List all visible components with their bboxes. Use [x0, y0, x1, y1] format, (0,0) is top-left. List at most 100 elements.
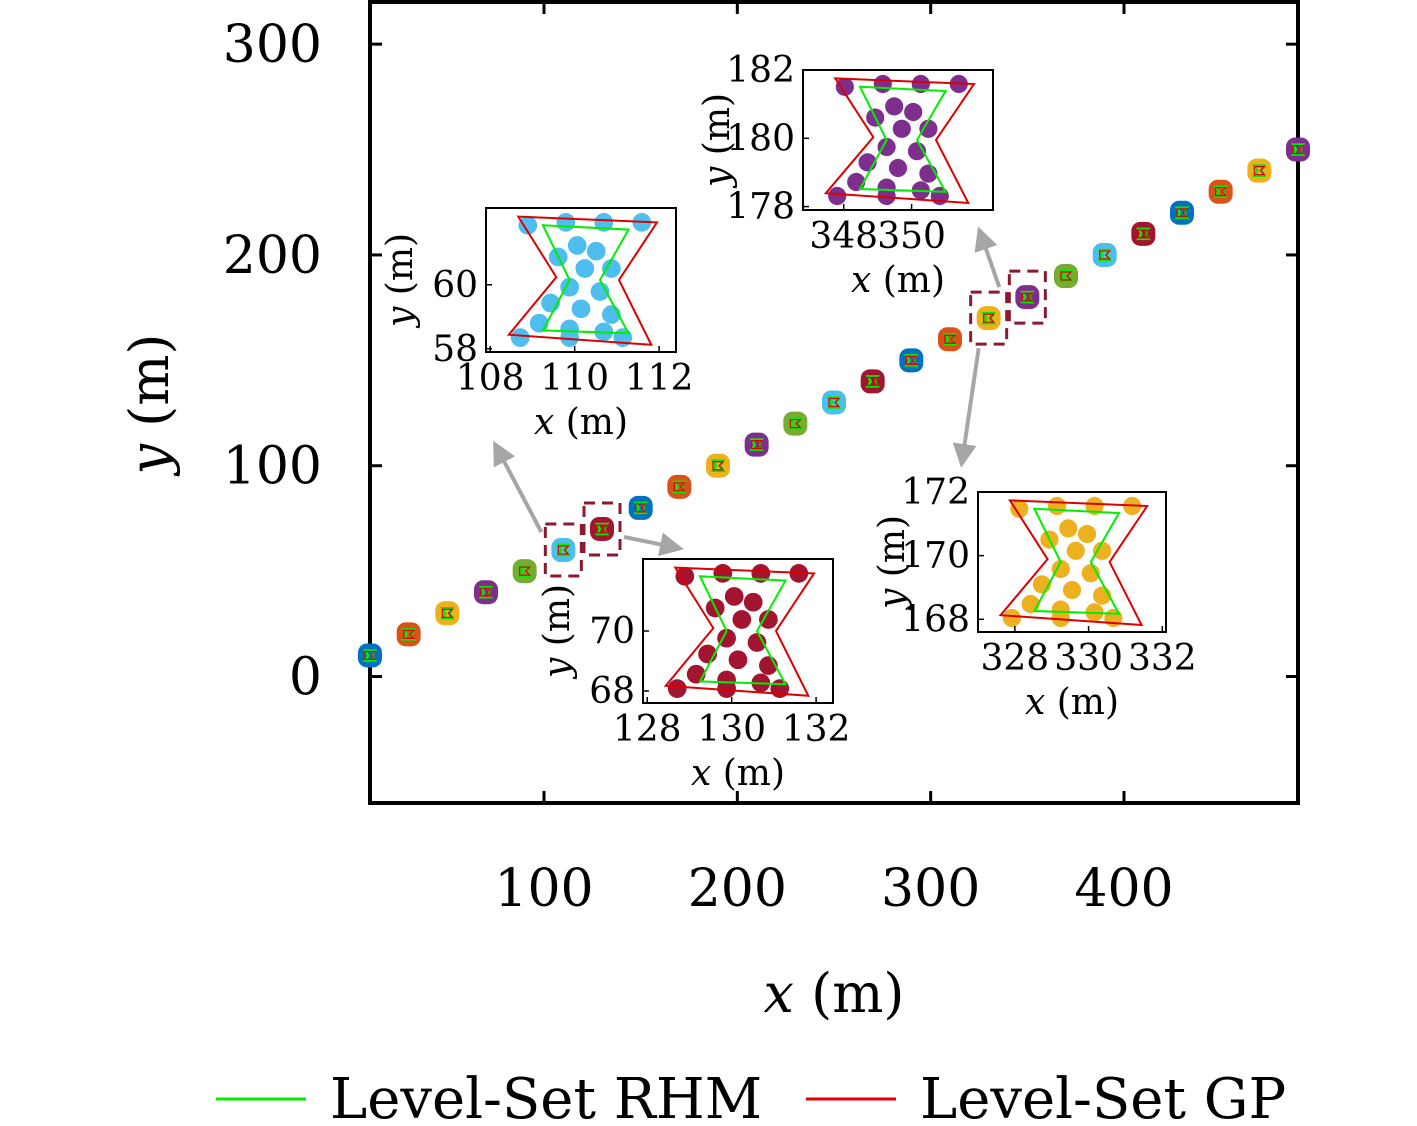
inset-x-axis-label-var: x [1025, 682, 1045, 723]
legend-label: Level-Set GP [920, 1067, 1286, 1121]
inset-x-axis-label-var: x [691, 753, 711, 794]
target-blob [590, 516, 614, 541]
measurement-point [594, 213, 614, 232]
inset-x-axis-label-unit: (m) [711, 753, 785, 794]
gp-shape-mini [712, 461, 725, 471]
inset-x-tick-label: 350 [877, 216, 946, 257]
inset-y-axis-label-unit: (m) [872, 515, 913, 589]
y-tick-label: 300 [223, 15, 322, 75]
y-axis-label-unit: (m) [118, 333, 181, 444]
measurement-point [885, 97, 904, 116]
rhm-shape-mini [1097, 248, 1112, 262]
measurement-point [675, 566, 695, 586]
target-marker [396, 622, 421, 647]
highlight-box [543, 522, 583, 578]
target-marker [512, 559, 537, 584]
inset-y-tick-label: 168 [901, 599, 970, 640]
gp-shape-mini [1176, 208, 1189, 218]
y-axis-label: y (m) [118, 333, 181, 476]
target-marker [358, 643, 382, 668]
inset-x-axis-label: x (m) [851, 260, 945, 301]
measurement-point [556, 213, 576, 232]
gp-shape-mini [1021, 292, 1034, 302]
gp-contour [823, 77, 976, 205]
y-axis-label-var: y [118, 443, 181, 477]
target-blob [744, 432, 769, 457]
rhm-shape-mini [362, 649, 378, 662]
rhm-shape-mini [440, 607, 455, 620]
inset-x-tick-label: 110 [540, 358, 609, 399]
target-blob [667, 474, 692, 499]
target-marker [628, 495, 653, 520]
target-blob [1170, 200, 1194, 225]
target-marker [822, 390, 846, 415]
rhm-shape-mini [788, 417, 803, 430]
measurement-point [759, 610, 778, 629]
inset-x-tick-label: 132 [782, 709, 851, 750]
target-blob [1054, 264, 1078, 289]
inset-y-axis-label-unit: (m) [537, 584, 578, 658]
rhm-shape-mini [904, 354, 919, 367]
y-tick-label: 0 [289, 648, 322, 708]
inset-y-tick-label: 180 [726, 118, 795, 159]
inset-y-axis-label-unit: (m) [697, 93, 738, 167]
gp-shape-mini [673, 482, 686, 492]
gp-shape-mini [1215, 187, 1228, 197]
measurement-point [911, 74, 930, 94]
inset-x-axis-label: x (m) [1025, 682, 1119, 723]
gp-shape-mini [1060, 271, 1073, 281]
measurement-point [1085, 496, 1104, 516]
measurement-point [560, 277, 579, 297]
inset-x-tick-label: 332 [1128, 638, 1197, 679]
measurement-point [877, 137, 896, 157]
inset-x-axis-label: x (m) [691, 753, 785, 794]
target-marker [783, 411, 808, 436]
inset-x-axis-label-var: x [534, 402, 554, 443]
callout-arrow [952, 347, 981, 468]
gp-shape-mini [983, 313, 996, 323]
measurement-point [713, 564, 733, 583]
inset-y-axis-label-var: y [872, 588, 913, 611]
inset-x-axis-label-var: x [851, 260, 871, 301]
inset-y-tick-label: 170 [901, 536, 970, 577]
rhm-shape-mini [594, 522, 610, 536]
target-marker [938, 327, 962, 352]
target-blob [899, 348, 924, 373]
rhm-shape-mini [633, 501, 648, 515]
measurement-point [724, 587, 744, 606]
inset-x-tick-label: 130 [697, 709, 766, 750]
target-blob [976, 306, 1001, 331]
rhm-contour [698, 575, 788, 686]
x-tick-label: 300 [881, 859, 980, 919]
inset-x-tick-label: 128 [613, 709, 682, 750]
measurement-point [1051, 559, 1070, 579]
target-blob [822, 390, 846, 415]
measurement-point [1066, 541, 1085, 560]
measurement-point [751, 564, 771, 583]
target-marker [706, 453, 730, 478]
target-marker [474, 580, 498, 605]
rhm-contour [858, 85, 948, 193]
measurement-point [1002, 608, 1021, 628]
gp-shape-mini [867, 376, 880, 387]
x-axis-label-var: x [764, 962, 794, 1025]
target-blob [860, 369, 885, 394]
rhm-shape-mini [478, 585, 494, 599]
callout-arrow [623, 532, 684, 557]
rhm-shape-mini [1252, 164, 1267, 177]
rhm-shape-mini [826, 396, 842, 409]
measurement-point [1010, 499, 1029, 518]
measurement-point [1092, 541, 1112, 560]
target-blob [706, 453, 730, 478]
target-blob [1247, 158, 1272, 183]
target-marker [1015, 285, 1040, 310]
rhm-shape-mini [1174, 206, 1190, 220]
x-axis-label: x (m) [764, 962, 905, 1025]
gp-shape-mini [519, 566, 532, 576]
target-marker [1286, 137, 1310, 162]
x-axis-label-unit: (m) [794, 962, 905, 1025]
target-blob [783, 411, 808, 436]
rhm-shape-mini [865, 375, 880, 388]
